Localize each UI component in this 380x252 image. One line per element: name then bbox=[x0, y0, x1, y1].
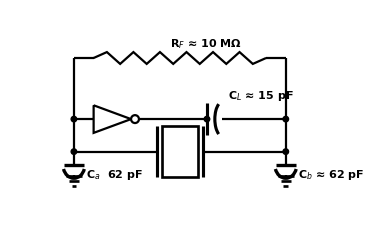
Circle shape bbox=[71, 149, 77, 155]
Circle shape bbox=[204, 117, 210, 122]
Circle shape bbox=[283, 117, 288, 122]
Bar bbox=[162, 127, 198, 177]
Circle shape bbox=[283, 149, 288, 155]
Text: R$_F$ ≈ 10 MΩ: R$_F$ ≈ 10 MΩ bbox=[170, 37, 242, 51]
Text: C$_L$ ≈ 15 pF: C$_L$ ≈ 15 pF bbox=[228, 89, 294, 103]
Text: C$_b$ ≈ 62 pF: C$_b$ ≈ 62 pF bbox=[298, 168, 364, 182]
Circle shape bbox=[71, 117, 77, 122]
Text: C$_a$  62 pF: C$_a$ 62 pF bbox=[86, 168, 143, 182]
